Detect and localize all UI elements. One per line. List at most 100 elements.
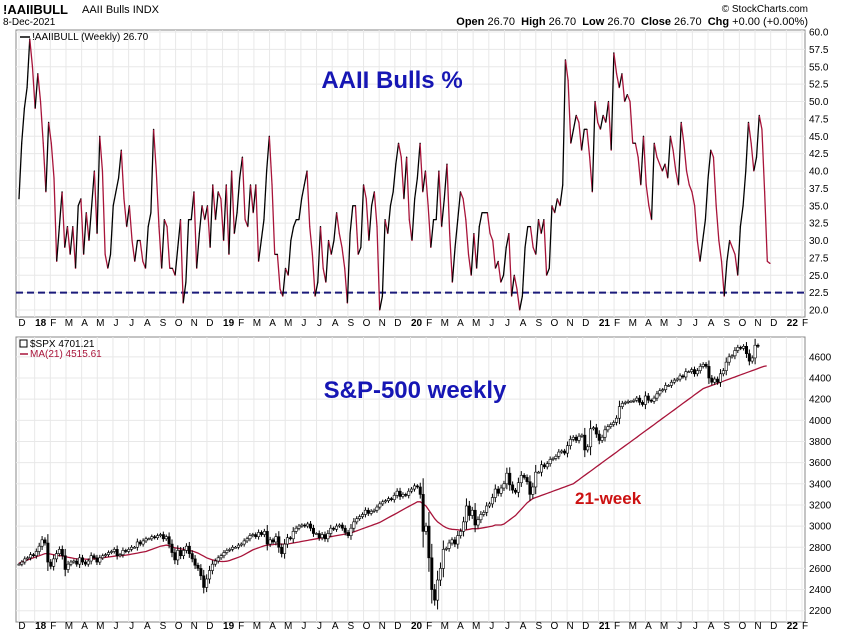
price-candle bbox=[427, 525, 431, 559]
price-candle bbox=[363, 509, 367, 515]
data-point bbox=[344, 267, 346, 269]
price-candle bbox=[571, 436, 575, 440]
series-segment bbox=[688, 184, 693, 193]
series-segment bbox=[158, 226, 163, 269]
data-point bbox=[171, 267, 174, 269]
series-segment bbox=[222, 184, 227, 241]
data-point bbox=[446, 163, 448, 165]
series-segment bbox=[594, 101, 599, 123]
price-candle bbox=[404, 494, 408, 496]
data-point bbox=[484, 212, 486, 214]
data-point bbox=[271, 184, 273, 186]
chart-title: AAII Bulls % bbox=[321, 67, 462, 94]
data-point bbox=[327, 239, 330, 242]
x-tick-label: J bbox=[693, 621, 698, 632]
data-point bbox=[206, 205, 209, 207]
price-candle bbox=[565, 445, 569, 454]
data-point bbox=[179, 219, 182, 221]
price-candle bbox=[179, 550, 183, 557]
data-point bbox=[214, 219, 217, 221]
data-point bbox=[473, 232, 475, 235]
price-candle bbox=[675, 378, 679, 381]
price-candle bbox=[557, 451, 561, 457]
price-candle bbox=[121, 550, 125, 555]
price-candle bbox=[482, 512, 486, 515]
data-point bbox=[193, 191, 195, 193]
series-segment bbox=[699, 240, 704, 262]
series-segment bbox=[435, 170, 440, 220]
series-segment bbox=[241, 157, 246, 220]
price-candle bbox=[34, 551, 38, 557]
price-candle bbox=[615, 417, 619, 423]
y-tick-label: 4000 bbox=[809, 416, 832, 427]
data-point bbox=[220, 198, 222, 200]
x-tick-label: D bbox=[770, 621, 777, 632]
series-segment bbox=[405, 157, 410, 220]
series-segment bbox=[497, 261, 502, 283]
price-candle bbox=[522, 475, 526, 478]
data-point bbox=[769, 262, 771, 265]
data-point bbox=[502, 274, 505, 276]
data-point bbox=[718, 239, 720, 242]
price-candle bbox=[75, 560, 79, 565]
series-segment bbox=[680, 122, 685, 144]
price-candle bbox=[294, 527, 298, 532]
price-candle bbox=[646, 395, 650, 401]
series-segment bbox=[545, 268, 550, 276]
data-point bbox=[726, 260, 728, 262]
price-candle bbox=[672, 379, 676, 383]
data-point bbox=[489, 232, 491, 235]
data-point bbox=[578, 121, 580, 123]
data-point bbox=[594, 100, 596, 103]
y-tick-label: 20.0 bbox=[809, 306, 829, 317]
series-segment bbox=[626, 94, 631, 102]
data-point bbox=[365, 198, 367, 200]
data-point bbox=[163, 219, 165, 221]
price-candle bbox=[98, 557, 102, 563]
price-candle bbox=[31, 554, 35, 557]
price-candle bbox=[184, 545, 188, 551]
price-candle bbox=[704, 363, 708, 367]
series-segment bbox=[80, 198, 85, 255]
price-candle bbox=[196, 564, 200, 569]
data-point bbox=[532, 246, 534, 249]
x-tick-label: A bbox=[144, 318, 151, 329]
data-point bbox=[341, 246, 343, 249]
data-point bbox=[21, 142, 23, 144]
price-candle bbox=[236, 544, 240, 548]
y-tick-label: 35.0 bbox=[809, 201, 829, 212]
data-point bbox=[349, 232, 351, 235]
data-point bbox=[48, 121, 50, 123]
series-segment bbox=[446, 164, 451, 234]
data-point bbox=[255, 184, 257, 186]
series-segment bbox=[726, 240, 731, 262]
series-segment bbox=[659, 163, 663, 172]
x-tick-label: J bbox=[129, 318, 134, 329]
close-value: 26.70 bbox=[674, 16, 702, 28]
price-candle bbox=[37, 545, 41, 552]
x-tick-label: J bbox=[317, 621, 322, 632]
price-candle bbox=[366, 509, 370, 514]
price-candle bbox=[343, 527, 347, 533]
series-segment bbox=[753, 156, 758, 172]
y-tick-label: 52.5 bbox=[809, 80, 829, 91]
price-candle bbox=[447, 542, 451, 549]
data-point bbox=[572, 128, 575, 130]
data-point bbox=[397, 142, 400, 144]
data-point bbox=[93, 170, 95, 172]
data-point bbox=[414, 198, 416, 200]
price-candle bbox=[187, 545, 191, 554]
data-point bbox=[669, 135, 672, 137]
price-candle bbox=[384, 500, 388, 503]
series-segment bbox=[500, 275, 505, 283]
data-point bbox=[685, 170, 688, 172]
price-candle bbox=[392, 495, 396, 500]
x-tick-label: M bbox=[660, 621, 668, 632]
price-candle bbox=[101, 555, 105, 559]
price-candle bbox=[216, 557, 220, 562]
data-point bbox=[672, 149, 674, 151]
data-point bbox=[357, 253, 359, 255]
data-point bbox=[459, 191, 462, 193]
x-tick-label: F bbox=[614, 318, 620, 329]
